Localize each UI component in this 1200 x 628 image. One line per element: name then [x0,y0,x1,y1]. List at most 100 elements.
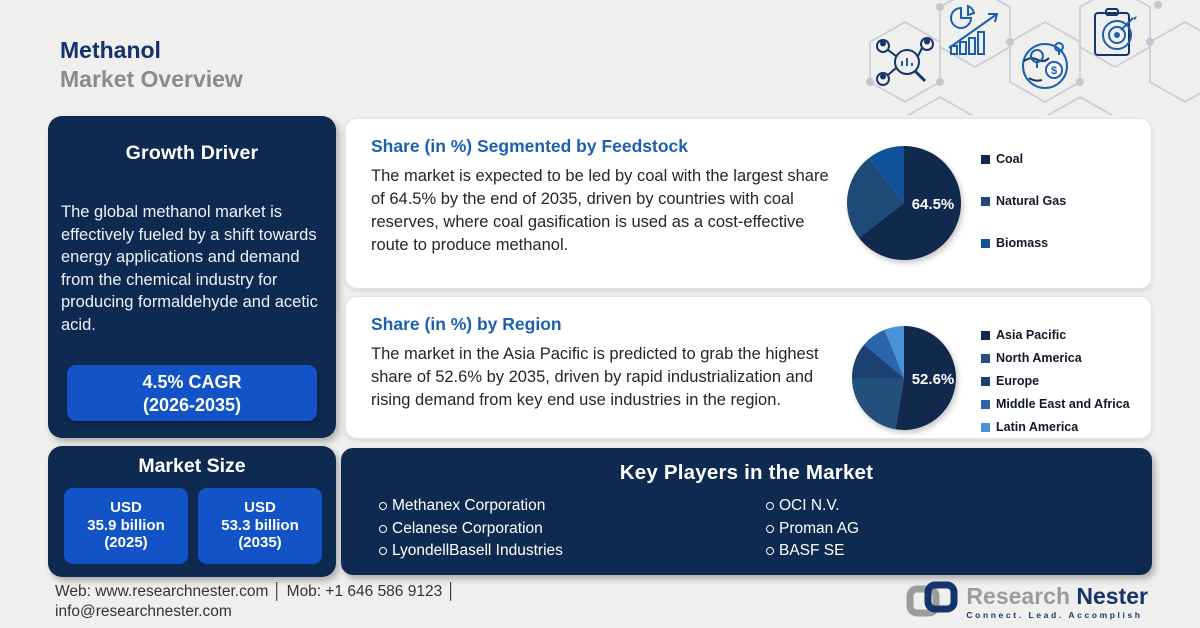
market-size-2025: USD 35.9 billion (2025) [64,488,188,564]
feedstock-card-body: The market is expected to be led by coal… [371,167,829,254]
bullet-circle-icon [379,547,387,556]
growth-chart-icon [948,4,999,55]
feedstock-legend: Coal Natural Gas Biomass [981,151,1066,277]
pie-slice-asia-pacific [895,326,956,430]
market-size-2025-currency: USD [110,499,142,516]
market-research-icon [876,37,934,86]
key-player-item: OCI N.V. [766,495,859,518]
feedstock-pie-chart: 64.5% [847,146,961,260]
logo-brand: Research Nester [966,584,1148,608]
legend-item-coal: Coal [981,151,1066,167]
key-player-name: LyondellBasell Industries [392,542,563,559]
key-players-title: Key Players in the Market [619,461,874,484]
page-title-product: Methanol [60,37,161,63]
footer-contact: Web: www.researchnester.com │ Mob: +1 64… [55,582,456,622]
pie-slice-europe [852,344,904,378]
legend-label: Asia Pacific [996,328,1067,342]
legend-label: Coal [996,152,1024,166]
legend-item-asia-pacific: Asia Pacific [981,327,1130,343]
legend-item-latin-america: Latin America [981,419,1130,435]
key-player-item: Proman AG [766,518,859,541]
hexagon-nodes [866,1,1162,86]
key-player-name: OCI N.V. [779,497,840,514]
bullet-circle-icon [766,547,774,556]
key-player-item: Celanese Corporation [379,518,766,541]
market-size-title: Market Size [138,455,246,477]
legend-swatch [981,196,990,206]
logo-text: Research Nester Connect. Lead. Accomplis… [966,584,1148,620]
pie-slice-north-america [852,378,904,430]
key-player-item: BASF SE [766,540,859,563]
region-share-card: Share (in %) by Region The market in the… [345,296,1152,439]
legend-label: Natural Gas [996,194,1067,208]
legend-label: Latin America [996,420,1079,434]
hexagon-decoration: $ [866,0,1200,115]
legend-swatch [981,238,990,248]
key-players-column-left: Methanex Corporation Celanese Corporation… [379,495,766,563]
logo-tagline: Connect. Lead. Accomplish [966,610,1143,620]
global-market-icon: $ [1022,42,1068,89]
bullet-circle-icon [379,524,387,533]
key-player-name: BASF SE [779,542,845,559]
market-size-panel: Market Size USD 35.9 billion (2025) USD … [48,446,336,577]
page-title-subtitle: Market Overview [60,66,243,92]
region-legend: Asia Pacific North America Europe Middle Ea… [981,327,1130,442]
feedstock-share-card: Share (in %) Segmented by Feedstock The … [345,118,1152,289]
pie-slice-natural-gas [847,157,904,238]
target-clipboard-icon [1094,8,1137,56]
pie-slice-middle-east-and-africa [864,329,904,378]
logo-brand-nester: Nester [1076,583,1148,609]
legend-swatch [981,154,990,164]
key-player-item: Methanex Corporation [379,495,766,518]
pie-slice-biomass [869,146,904,203]
legend-label: Biomass [996,236,1049,250]
key-player-item: LyondellBasell Industries [379,540,766,563]
page-title: Methanol Market Overview [60,36,243,94]
pie-slice-coal [858,146,961,260]
cagr-period: (2026-2035) [142,395,242,415]
footer-contact-line2: info@researchnester.com [55,603,232,620]
pie-share-label: 64.5% [912,196,955,213]
research-nester-logo: Research Nester Connect. Lead. Accomplis… [906,581,1148,623]
legend-swatch [981,330,990,340]
key-players-panel: Key Players in the Market Methanex Corpo… [341,448,1152,575]
region-card-body: The market in the Asia Pacific is predic… [371,345,819,409]
legend-swatch [981,399,990,409]
footer-contact-line1: Web: www.researchnester.com │ Mob: +1 64… [55,583,457,600]
feedstock-card-title: Share (in %) Segmented by Feedstock [371,136,689,156]
legend-label: North America [996,351,1082,365]
legend-label: Europe [996,374,1040,388]
bullet-circle-icon [766,502,774,511]
cagr-value: 4.5% CAGR [142,372,242,392]
logo-mark-icon [906,581,958,617]
market-size-2035: USD 53.3 billion (2035) [198,488,322,564]
market-size-2035-currency: USD [244,499,276,516]
bullet-circle-icon [379,502,387,511]
market-size-boxes: USD 35.9 billion (2025) USD 53.3 billion… [64,488,322,564]
key-players-column-right: OCI N.V. Proman AG BASF SE [766,495,859,563]
growth-driver-title: Growth Driver [125,142,259,164]
legend-item-middle-east-and-africa: Middle East and Africa [981,396,1130,412]
legend-item-europe: Europe [981,373,1130,389]
legend-label: Middle East and Africa [996,397,1130,411]
growth-driver-panel: Growth Driver The global methanol market… [48,116,336,438]
market-size-2025-value: 35.9 billion [87,516,165,534]
market-size-2035-year: (2035) [238,534,282,551]
legend-swatch [981,422,990,432]
key-player-name: Celanese Corporation [392,519,543,537]
svg-text:$: $ [1051,65,1057,77]
legend-item-natural-gas: Natural Gas [981,193,1066,209]
legend-item-north-america: North America [981,350,1130,366]
pie-share-label: 52.6% [912,371,955,388]
market-size-2025-year: (2025) [104,534,148,551]
key-players-columns: Methanex Corporation Celanese Corporation… [379,495,1122,563]
legend-swatch [981,353,990,363]
cagr-badge: 4.5% CAGR (2026-2035) [67,365,317,421]
pie-slice-latin-america [884,326,904,378]
legend-item-biomass: Biomass [981,235,1066,251]
legend-swatch [981,376,990,386]
region-card-title: Share (in %) by Region [371,314,562,334]
key-player-name: Proman AG [779,519,860,537]
logo-brand-research: Research [966,583,1077,609]
region-pie-chart: 52.6% [852,326,956,430]
